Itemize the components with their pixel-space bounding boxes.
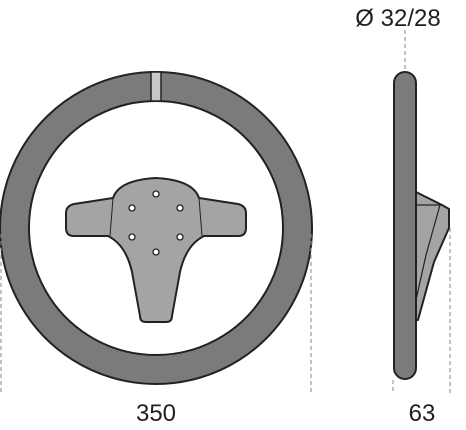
wheel-side-view — [393, 71, 450, 380]
side-rim-profile — [393, 71, 417, 380]
bolt-hole — [128, 233, 136, 241]
top-center-stripe — [150, 71, 162, 102]
bolt-hole — [176, 233, 184, 241]
spoke-bevel-left — [109, 197, 114, 237]
bolt-hole — [152, 248, 160, 256]
bolt-hole — [128, 204, 136, 212]
side-bracket — [415, 191, 450, 321]
grip-diameter-label: Ø 32/28 — [355, 5, 440, 32]
bolt-hole — [176, 204, 184, 212]
side-bracket-inner-line — [415, 204, 441, 301]
bolt-hole — [152, 190, 160, 198]
dish-depth-label: 63 — [409, 400, 436, 427]
wheel-diameter-label: 350 — [136, 400, 176, 427]
spoke-bevel-right — [198, 197, 203, 237]
wheel-rim — [0, 71, 313, 385]
wheel-front-view — [0, 71, 313, 385]
